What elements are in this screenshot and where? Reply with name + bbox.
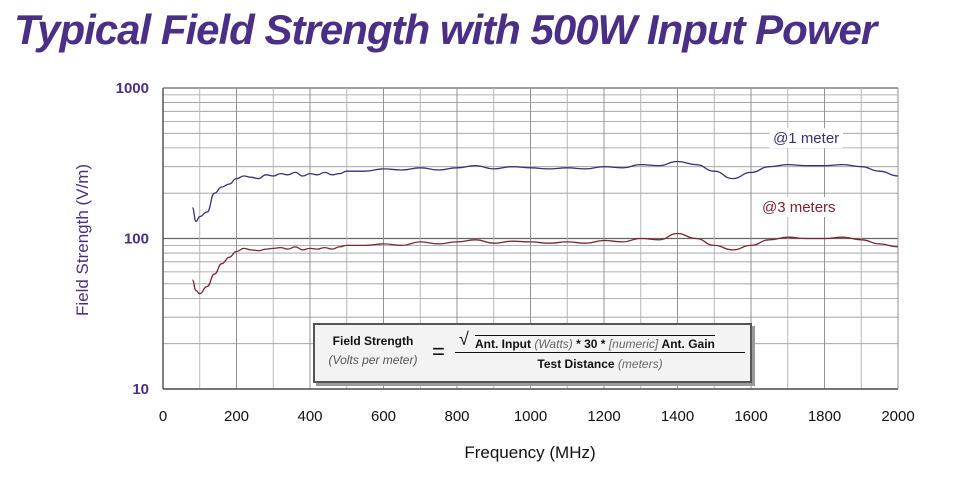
chart-title: Typical Field Strength with 500W Input P… <box>14 6 877 53</box>
y-tick-label: 1000 <box>116 80 149 97</box>
x-tick-label: 600 <box>371 408 396 425</box>
x-tick-labels: 0 200 400 600 800 1000 1200 1400 1600 1800 2000 <box>159 408 915 425</box>
x-tick-label: 1800 <box>808 408 841 425</box>
field-strength-formula-box: Field Strength (Volts per meter) = √ Ant… <box>313 323 752 383</box>
series-line--1-meter <box>191 160 899 223</box>
series-label: @1 meter <box>773 130 839 147</box>
series-labels: @1 meter @3 meters <box>757 128 843 217</box>
formula-lhs-units: (Volts per meter) <box>328 353 418 367</box>
formula-ant-input: Ant. Input <box>475 337 531 351</box>
series-lines <box>191 160 899 295</box>
y-tick-label: 100 <box>124 231 149 248</box>
x-tick-label: 1200 <box>587 408 620 425</box>
y-axis-label: Field Strength (V/m) <box>73 164 92 316</box>
x-tick-label: 1400 <box>661 408 694 425</box>
series-label-bg <box>769 128 843 149</box>
formula-lhs-title: Field Strength <box>332 334 414 348</box>
square-root-icon: √ <box>459 329 469 349</box>
x-tick-label: 800 <box>444 408 469 425</box>
formula-equals-sign: = <box>432 339 445 364</box>
formula-times-30: * 30 * <box>576 337 606 351</box>
formula-lhs: Field Strength (Volts per meter) <box>323 334 423 367</box>
x-tick-label: 200 <box>224 408 249 425</box>
x-axis-label: Frequency (MHz) <box>464 443 595 462</box>
formula-meters: (meters) <box>617 357 663 371</box>
x-tick-label: 2000 <box>881 408 914 425</box>
x-tick-label: 0 <box>159 408 167 425</box>
formula-numeric: [numeric] <box>608 337 659 351</box>
y-tick-label: 10 <box>132 381 149 398</box>
formula-denominator: Test Distance (meters) <box>455 357 745 371</box>
series-line--3-meters <box>191 232 899 295</box>
formula-ant-gain: Ant. Gain <box>661 337 715 351</box>
formula-fraction-bar <box>455 352 745 353</box>
formula-test-distance: Test Distance <box>537 357 615 371</box>
y-tick-labels: 10 100 1000 <box>116 80 149 398</box>
series-label-bg <box>757 196 840 217</box>
series-label: @3 meters <box>762 199 836 216</box>
formula-watts: (Watts) <box>534 337 573 351</box>
x-tick-label: 1600 <box>734 408 767 425</box>
x-tick-label: 1000 <box>514 408 547 425</box>
x-tick-label: 400 <box>297 408 322 425</box>
